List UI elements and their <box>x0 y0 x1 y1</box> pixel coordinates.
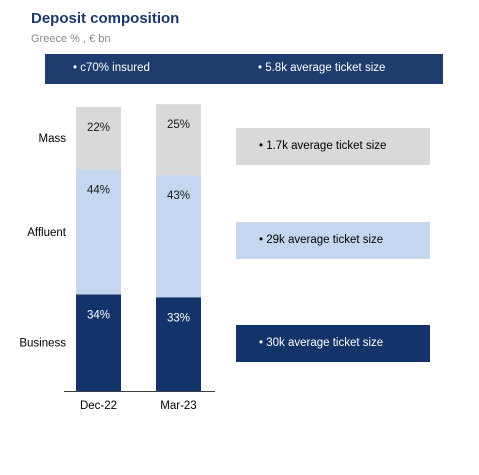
bar-segment-mass-dec-22 <box>76 107 121 170</box>
summary-banner: • c70% insured • 5.8k average ticket siz… <box>45 54 443 84</box>
data-label-mass-dec-22: 22% <box>87 122 110 134</box>
callout-business: • 30k average ticket size <box>236 325 430 362</box>
chart-title: Deposit composition <box>31 10 180 27</box>
x-tick-label: Mar-23 <box>160 400 196 412</box>
callout-affluent: • 29k average ticket size <box>236 222 430 259</box>
series-label-mass: Mass <box>39 133 67 145</box>
callout-mass: • 1.7k average ticket size <box>236 128 430 165</box>
series-label-affluent: Affluent <box>27 227 67 239</box>
data-label-affluent-dec-22: 44% <box>87 184 110 196</box>
x-tick-label: Dec-22 <box>80 400 117 412</box>
bar-segment-mass-mar-23 <box>156 104 201 176</box>
banner-item-insured: • c70% insured <box>73 62 150 74</box>
data-label-mass-mar-23: 25% <box>167 119 190 131</box>
bar-segment-business-mar-23 <box>156 297 201 391</box>
bar-segment-affluent-mar-23 <box>156 175 201 298</box>
series-label-business: Business <box>19 338 66 350</box>
chart-subtitle: Greece % , € bn <box>31 33 111 45</box>
data-label-business-mar-23: 33% <box>167 312 190 324</box>
bar-segment-affluent-dec-22 <box>76 169 121 295</box>
bar-segment-business-dec-22 <box>76 294 121 391</box>
banner-item-average-ticket: • 5.8k average ticket size <box>258 62 386 74</box>
data-label-business-dec-22: 34% <box>87 309 110 321</box>
data-label-affluent-mar-23: 43% <box>167 190 190 202</box>
